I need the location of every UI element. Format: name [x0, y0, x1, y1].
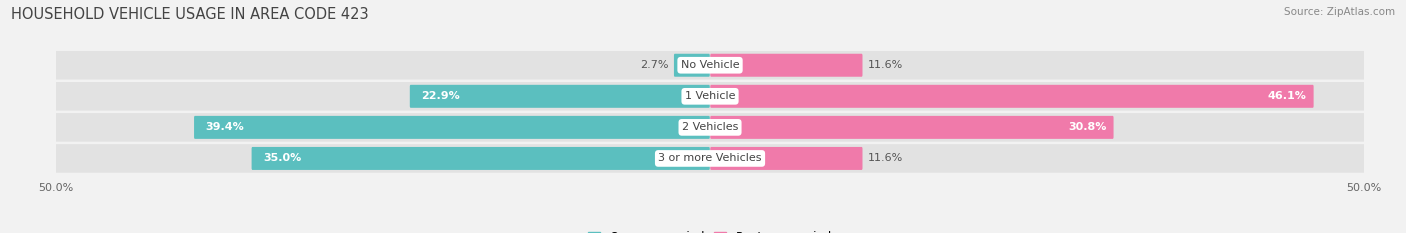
Text: Source: ZipAtlas.com: Source: ZipAtlas.com: [1284, 7, 1395, 17]
Text: 11.6%: 11.6%: [869, 154, 904, 163]
Text: 30.8%: 30.8%: [1067, 122, 1107, 132]
FancyBboxPatch shape: [710, 54, 862, 77]
FancyBboxPatch shape: [409, 85, 710, 108]
Text: HOUSEHOLD VEHICLE USAGE IN AREA CODE 423: HOUSEHOLD VEHICLE USAGE IN AREA CODE 423: [11, 7, 368, 22]
Text: 2 Vehicles: 2 Vehicles: [682, 122, 738, 132]
Text: No Vehicle: No Vehicle: [681, 60, 740, 70]
Text: 39.4%: 39.4%: [205, 122, 245, 132]
Legend: Owner-occupied, Renter-occupied: Owner-occupied, Renter-occupied: [583, 226, 837, 233]
FancyBboxPatch shape: [194, 116, 710, 139]
Text: 1 Vehicle: 1 Vehicle: [685, 91, 735, 101]
Text: 2.7%: 2.7%: [640, 60, 668, 70]
FancyBboxPatch shape: [56, 51, 1364, 79]
FancyBboxPatch shape: [710, 116, 1114, 139]
FancyBboxPatch shape: [56, 113, 1364, 142]
FancyBboxPatch shape: [252, 147, 710, 170]
FancyBboxPatch shape: [56, 144, 1364, 173]
FancyBboxPatch shape: [56, 82, 1364, 111]
FancyBboxPatch shape: [710, 147, 862, 170]
FancyBboxPatch shape: [673, 54, 710, 77]
Text: 35.0%: 35.0%: [263, 154, 301, 163]
Text: 46.1%: 46.1%: [1267, 91, 1306, 101]
Text: 3 or more Vehicles: 3 or more Vehicles: [658, 154, 762, 163]
Text: 11.6%: 11.6%: [869, 60, 904, 70]
FancyBboxPatch shape: [710, 85, 1313, 108]
Text: 22.9%: 22.9%: [420, 91, 460, 101]
